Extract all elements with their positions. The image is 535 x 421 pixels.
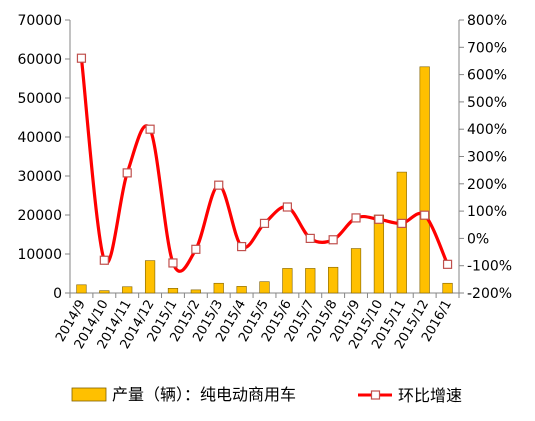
legend: 产量（辆）：纯电动商用车 环比增速 — [71, 385, 462, 405]
line-point — [420, 210, 430, 220]
bar — [305, 268, 316, 294]
right-axis-tick-label: -200% — [467, 286, 512, 302]
bar — [259, 281, 270, 294]
left-axis-tick-label: 50000 — [17, 91, 62, 107]
left-axis-tick-label: 40000 — [17, 130, 62, 146]
right-axis-tick-label: 700% — [467, 40, 507, 56]
line-point — [259, 218, 270, 228]
line-point — [442, 259, 453, 269]
line-point — [282, 202, 292, 212]
bar — [442, 282, 453, 294]
left-axis-tick-label: 70000 — [17, 13, 62, 29]
left-axis-tick-label: 20000 — [17, 208, 62, 224]
bar — [419, 66, 430, 294]
bar — [144, 260, 156, 294]
line-point — [214, 180, 224, 190]
line-point — [351, 213, 361, 223]
bar — [282, 268, 293, 294]
line-point — [374, 214, 384, 224]
right-axis-tick-label: 300% — [467, 150, 507, 166]
line-point — [76, 53, 87, 63]
right-axis-tick-label: 100% — [467, 204, 507, 220]
right-axis-tick-label: 800% — [467, 13, 507, 29]
plot-area: 0 10000 20000 30000 40000 50000 60000 70000 -200… — [17, 13, 512, 352]
left-axis-tick-label: 0 — [53, 286, 62, 302]
right-axis-tick-label: 0% — [467, 231, 489, 247]
legend-bar-swatch — [71, 387, 107, 402]
bar — [328, 266, 339, 294]
bar — [190, 289, 201, 294]
right-axis-tick-label: 500% — [467, 95, 507, 111]
line-point — [397, 218, 407, 228]
line-point — [328, 235, 338, 245]
bar — [396, 171, 407, 294]
right-axis-tick-label: 400% — [467, 122, 507, 138]
bar — [167, 288, 179, 294]
line-point — [191, 244, 201, 254]
line-point — [99, 255, 109, 265]
right-axis-tick-label: 200% — [467, 177, 507, 193]
right-axis-tick-label: -100% — [467, 259, 512, 275]
bar — [99, 290, 110, 294]
legend-line-label: 环比增速 — [398, 386, 462, 405]
bar — [373, 214, 385, 294]
bar — [122, 286, 133, 294]
left-axis-tick-label: 30000 — [17, 169, 62, 185]
left-axis-tick-label: 60000 — [17, 52, 62, 68]
line-point — [237, 241, 247, 252]
legend-bar-label: 产量（辆）：纯电动商用车 — [112, 385, 296, 404]
left-axis-tick-label: 10000 — [17, 247, 62, 263]
right-axis-tick-label: 600% — [467, 68, 507, 84]
bar — [213, 282, 224, 294]
line-point — [122, 168, 132, 178]
bar — [236, 286, 247, 294]
bar — [76, 284, 87, 294]
legend-line-marker — [370, 390, 381, 400]
bar — [350, 248, 362, 294]
line-point — [145, 124, 155, 134]
line-point — [305, 233, 315, 243]
series-line — [79, 58, 450, 273]
line-point — [168, 258, 178, 268]
